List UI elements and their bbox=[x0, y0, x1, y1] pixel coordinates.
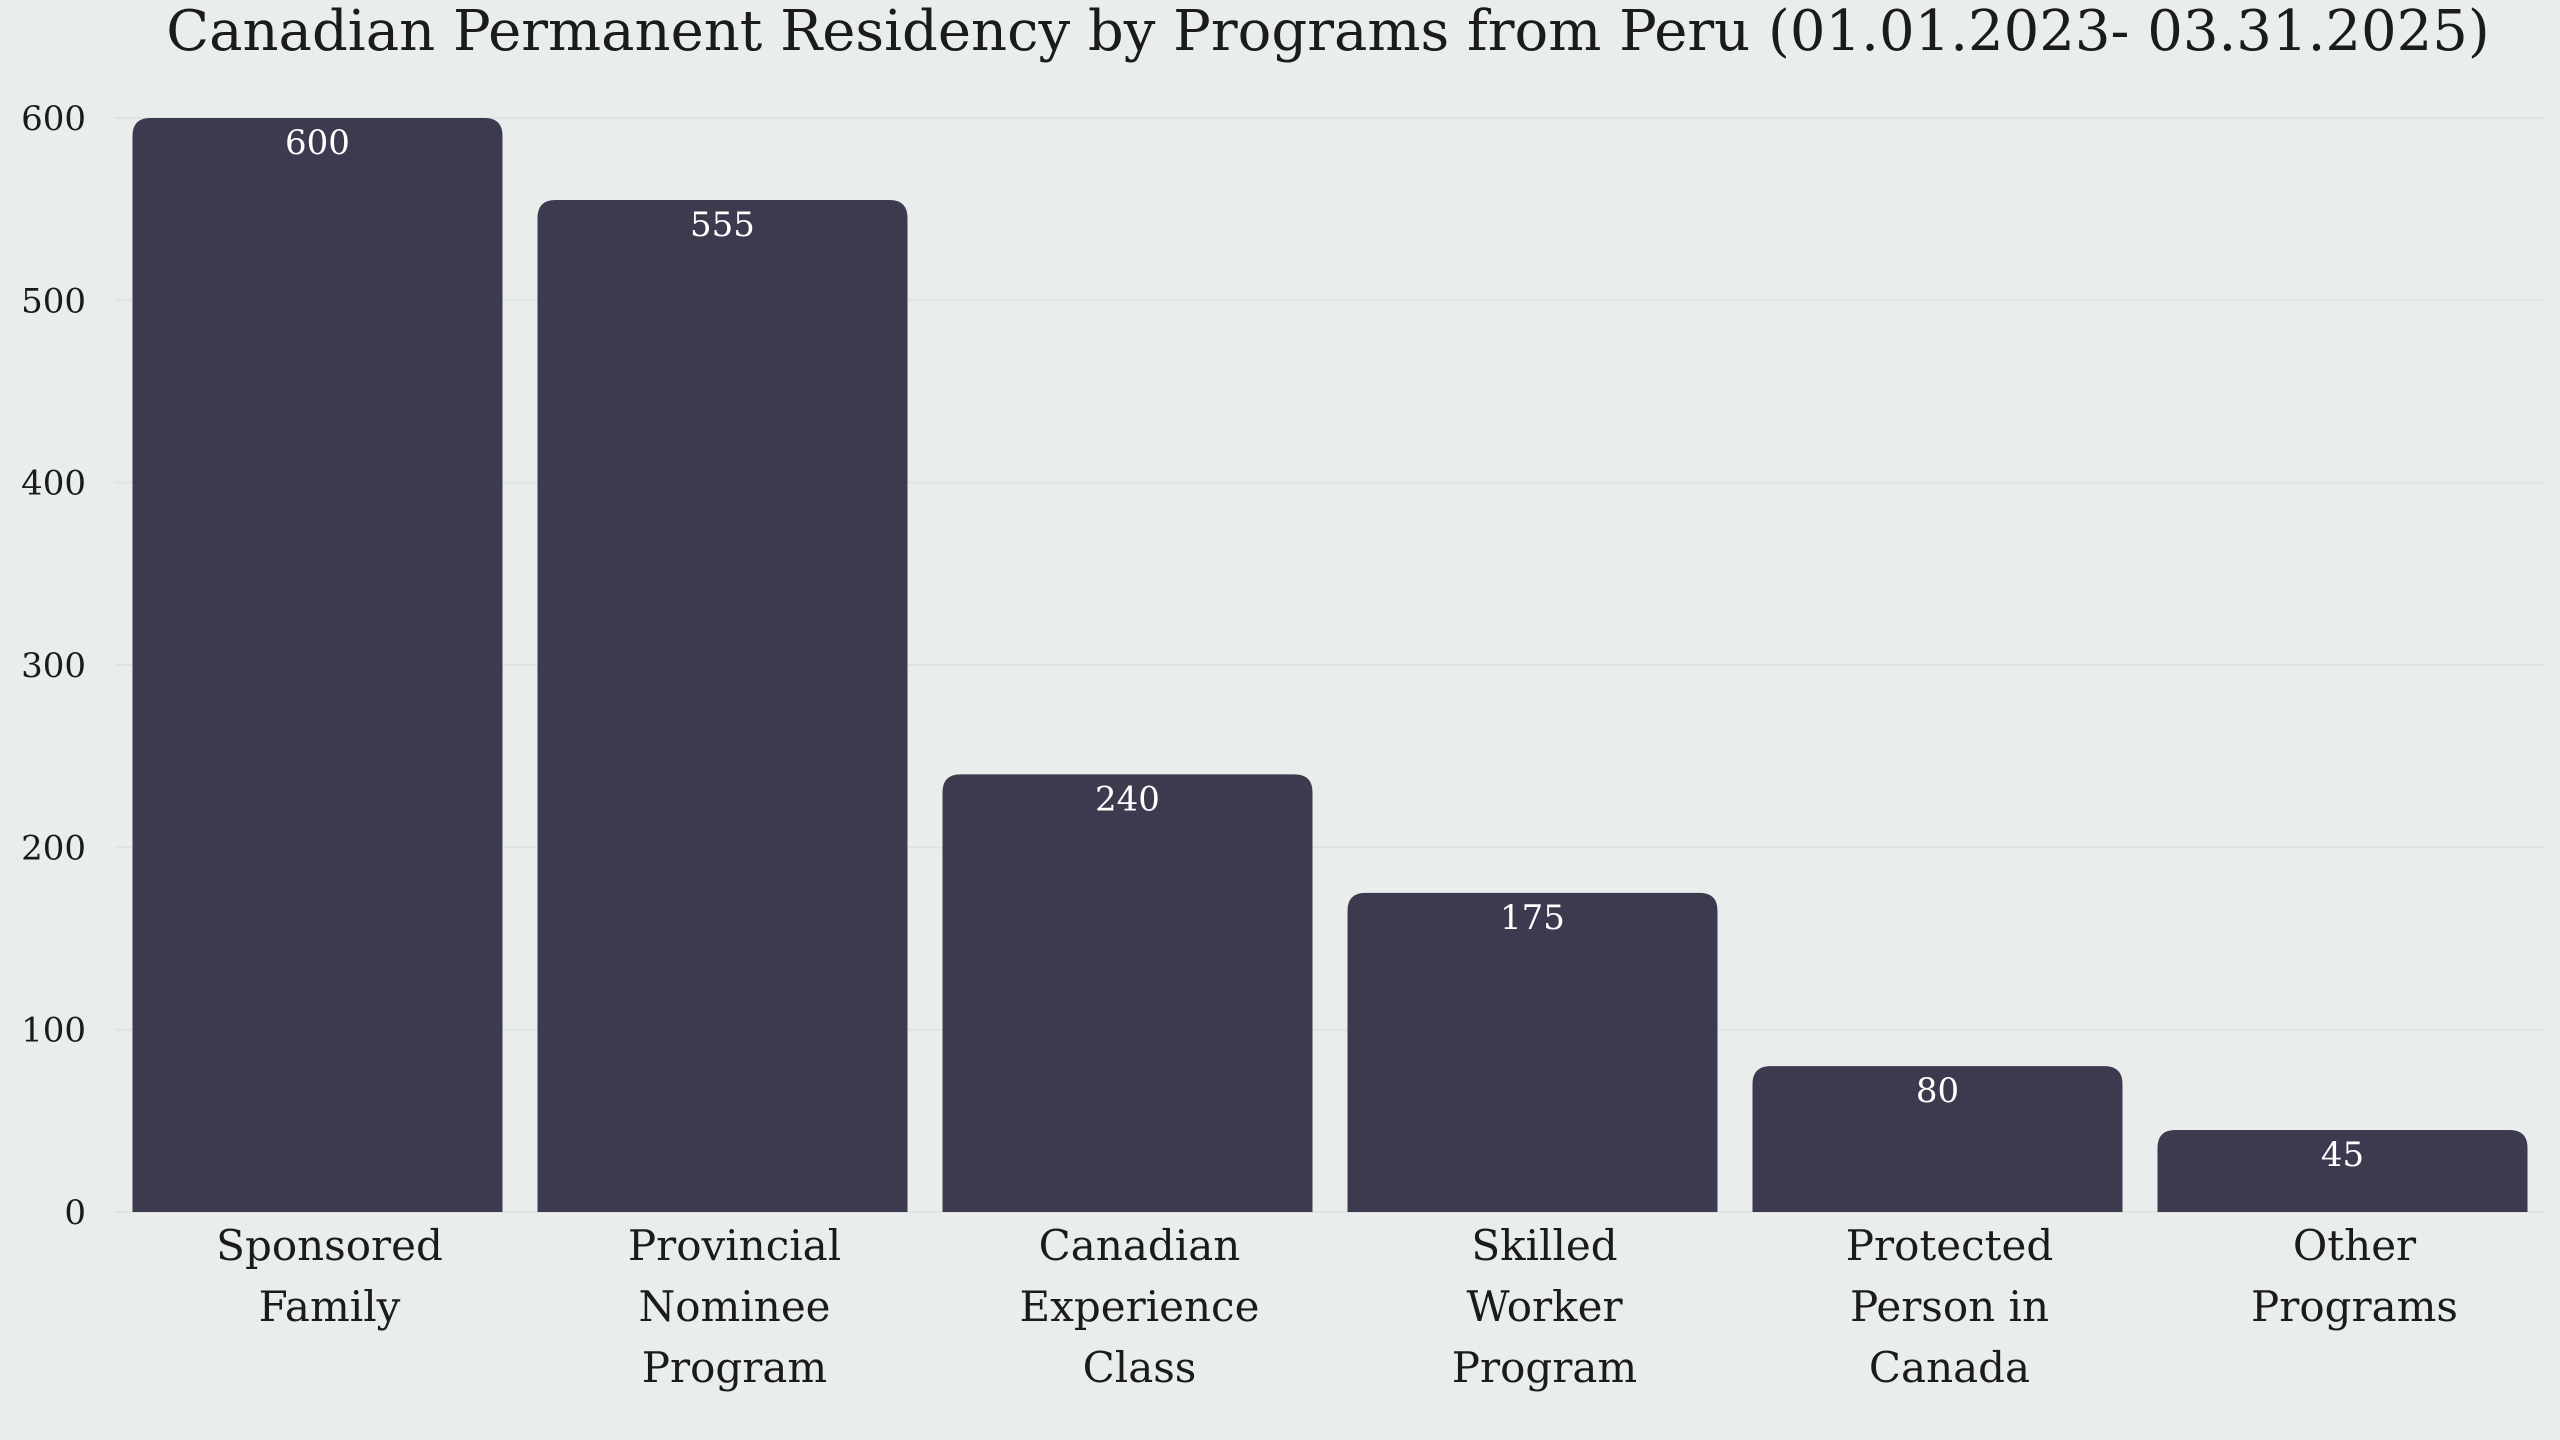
x-tick-label-line: Worker bbox=[1466, 1282, 1623, 1331]
bar bbox=[1347, 892, 1718, 1212]
bar bbox=[942, 774, 1313, 1212]
y-tick-label: 600 bbox=[21, 99, 86, 139]
x-tick-label-line: Provincial bbox=[628, 1221, 841, 1270]
bar bbox=[2157, 1129, 2528, 1212]
data-label: 600 bbox=[285, 123, 350, 163]
data-labels: 600 555 240 175 80 45 bbox=[285, 123, 2364, 1175]
data-label: 555 bbox=[690, 205, 755, 245]
bars bbox=[132, 118, 2528, 1213]
y-axis-ticks: 0 100 200 300 400 500 600 bbox=[21, 99, 86, 1233]
data-label: 240 bbox=[1095, 779, 1160, 819]
x-tick-label-line: Nominee bbox=[638, 1282, 830, 1331]
x-tick-label-line: Other bbox=[2293, 1221, 2417, 1270]
x-axis-labels: Sponsored Family Provincial Nominee Program C… bbox=[216, 1221, 2458, 1392]
bar bbox=[1752, 1066, 2123, 1212]
gridlines bbox=[115, 117, 2545, 1213]
x-tick-label: Canadian Experience Class bbox=[1020, 1221, 1260, 1392]
x-tick-label: Protected Person in Canada bbox=[1846, 1221, 2054, 1392]
x-tick-label-line: Experience bbox=[1020, 1282, 1260, 1331]
data-label: 45 bbox=[2321, 1135, 2364, 1175]
x-tick-label-line: Skilled bbox=[1471, 1221, 1617, 1270]
x-tick-label-line: Sponsored bbox=[216, 1221, 443, 1270]
x-tick-label-line: Canadian bbox=[1039, 1221, 1241, 1270]
x-tick-label: Other Programs bbox=[2251, 1221, 2458, 1331]
x-tick-label-line: Program bbox=[642, 1343, 827, 1392]
data-label: 80 bbox=[1916, 1071, 1959, 1111]
x-tick-label-line: Family bbox=[259, 1282, 401, 1331]
x-tick-label: Skilled Worker Program bbox=[1452, 1221, 1637, 1392]
x-tick-label-line: Person in bbox=[1850, 1282, 2049, 1331]
y-tick-label: 300 bbox=[21, 646, 86, 686]
y-tick-label: 0 bbox=[64, 1193, 86, 1233]
x-tick-label-line: Program bbox=[1452, 1343, 1637, 1392]
x-tick-label-line: Programs bbox=[2251, 1282, 2458, 1331]
x-tick-label-line: Protected bbox=[1846, 1221, 2054, 1270]
y-tick-label: 200 bbox=[21, 828, 86, 868]
y-tick-label: 400 bbox=[21, 464, 86, 504]
x-tick-label-line: Canada bbox=[1869, 1343, 2030, 1392]
bar bbox=[132, 118, 503, 1212]
data-label: 175 bbox=[1500, 898, 1565, 938]
chart-title: Canadian Permanent Residency by Programs… bbox=[166, 0, 2489, 64]
x-tick-label: Sponsored Family bbox=[216, 1221, 443, 1331]
bar bbox=[537, 200, 908, 1213]
y-tick-label: 500 bbox=[21, 281, 86, 321]
y-tick-label: 100 bbox=[21, 1011, 86, 1051]
x-tick-label-line: Class bbox=[1083, 1343, 1197, 1392]
x-tick-label: Provincial Nominee Program bbox=[628, 1221, 841, 1392]
